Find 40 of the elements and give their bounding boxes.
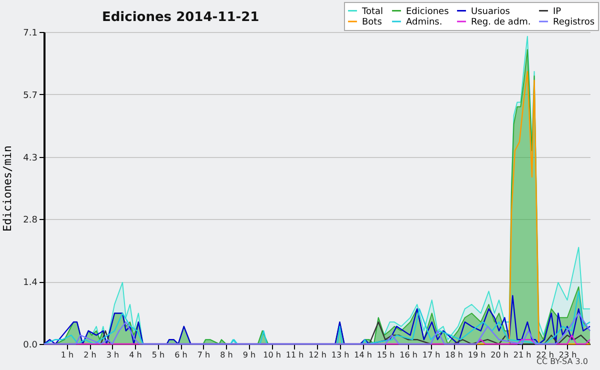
legend-label: Total xyxy=(361,6,384,17)
y-tick-label: 0.0 xyxy=(23,340,38,350)
x-tick-label: 20 h xyxy=(490,350,508,360)
x-tick-label: 18 h xyxy=(445,350,463,360)
y-tick-label: 5.7 xyxy=(23,90,38,101)
legend-label: Admins. xyxy=(406,18,442,28)
legend-label: Ediciones xyxy=(406,6,450,17)
x-tick-label: 3 h xyxy=(106,350,120,360)
x-tick-label: 16 h xyxy=(400,350,418,360)
y-tick-label: 7.1 xyxy=(23,28,38,38)
x-tick-label: 15 h xyxy=(376,350,395,360)
x-tick-label: 8 h xyxy=(220,350,233,360)
x-tick-label: 21 h xyxy=(513,350,532,360)
x-tick-label: 12 h xyxy=(308,350,326,360)
legend-label: Bots xyxy=(362,18,382,28)
x-tick-label: 9 h xyxy=(242,350,256,360)
x-tick-label: 23 h xyxy=(558,350,577,360)
legend-label: Usuarios xyxy=(471,6,510,17)
chart-title: Ediciones 2014-11-21 xyxy=(102,10,260,25)
x-tick-label: 17 h xyxy=(422,350,440,360)
text: CC BY-SA 3.0 xyxy=(536,357,588,366)
legend-label: Registros xyxy=(553,18,595,28)
x-tick-label: 13 h xyxy=(331,350,350,360)
legend-label: IP xyxy=(553,6,562,17)
x-tick-label: 19 h xyxy=(468,350,486,360)
x-tick-label: 11 h xyxy=(286,350,304,360)
x-tick-label: 10 h xyxy=(263,350,281,360)
legend-label: Reg. de adm. xyxy=(471,18,531,28)
y-tick-label: 2.8 xyxy=(23,216,38,226)
x-tick-label: 6 h xyxy=(174,350,188,360)
x-tick-label: 7 h xyxy=(197,350,210,360)
x-tick-label: 4 h xyxy=(129,350,142,360)
x-tick-label: 2 h xyxy=(84,350,96,360)
x-tick-label: 14 h xyxy=(354,350,372,360)
y-tick-label: 1.4 xyxy=(23,278,38,288)
x-tick-label: 22 h xyxy=(536,350,554,360)
y-tick-label: 4.3 xyxy=(23,153,38,164)
y-axis-title: Ediciones/min xyxy=(1,145,14,232)
x-tick-label: 5 h xyxy=(152,350,165,360)
x-tick-label: 1 h xyxy=(60,350,74,360)
